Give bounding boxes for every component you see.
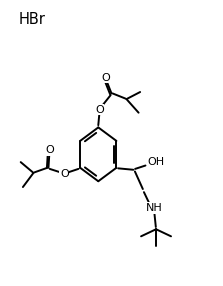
Text: HBr: HBr	[19, 12, 46, 27]
Text: OH: OH	[147, 157, 164, 167]
Text: O: O	[45, 145, 54, 155]
Text: NH: NH	[145, 203, 162, 213]
Text: O: O	[101, 73, 110, 83]
Text: O: O	[60, 169, 69, 179]
Text: O: O	[95, 105, 104, 115]
